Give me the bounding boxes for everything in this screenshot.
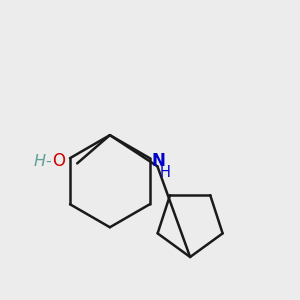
Text: O: O	[52, 152, 65, 170]
Text: H: H	[33, 154, 45, 169]
Text: N: N	[152, 152, 166, 170]
Text: H: H	[159, 165, 170, 180]
Text: -: -	[46, 154, 51, 169]
